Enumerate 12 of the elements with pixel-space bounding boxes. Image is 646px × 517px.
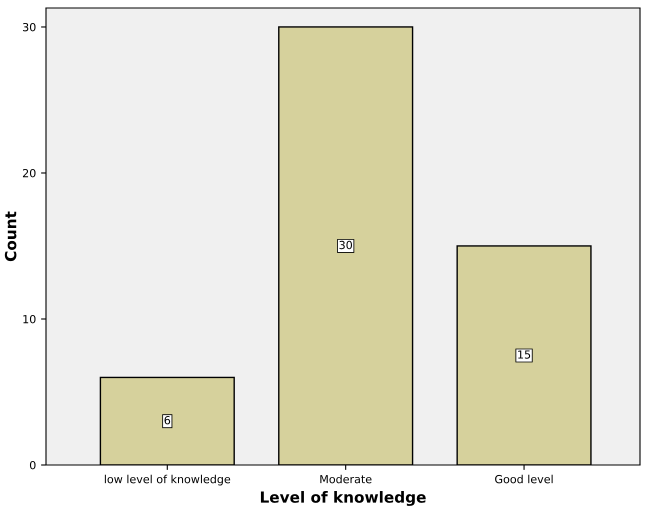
y-tick-label: 30 [22, 22, 36, 32]
y-tick-label: 0 [30, 460, 36, 470]
x-tick-label: low level of knowledge [104, 474, 230, 486]
y-tick-label: 20 [22, 168, 36, 178]
x-tick-label: Good level [495, 474, 553, 484]
data-label: 15 [518, 350, 530, 359]
data-label: 30 [339, 240, 352, 250]
data-label: 6 [164, 416, 170, 424]
x-tick-label: Moderate [320, 474, 372, 484]
x-axis-title: Level of knowledge [260, 491, 426, 506]
y-tick-label: 10 [23, 314, 36, 324]
y-axis-title: Count [4, 211, 16, 262]
